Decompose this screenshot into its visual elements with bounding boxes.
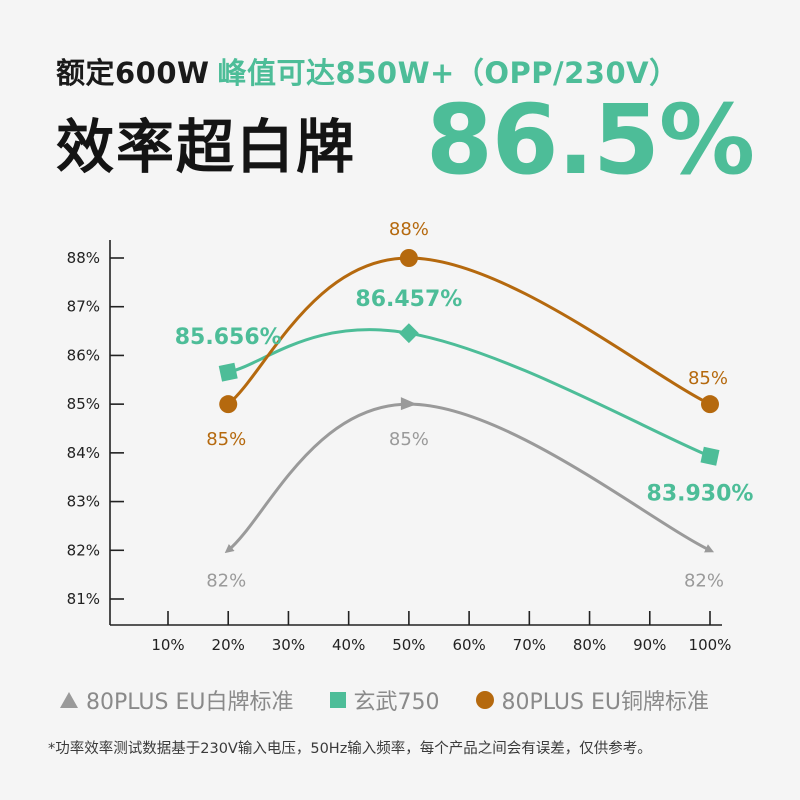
- marker-xuanwu: [398, 323, 419, 344]
- x-tick-label: 20%: [212, 636, 245, 654]
- data-label-bronze: 85%: [206, 429, 246, 450]
- y-tick-label: 88%: [67, 249, 100, 267]
- square-icon: [329, 692, 346, 708]
- legend-item-xuanwu: 玄武750: [329, 684, 440, 716]
- efficiency-highlight: 86.5%: [425, 84, 755, 196]
- y-tick-label: 84%: [67, 444, 100, 462]
- legend-label-xuanwu: 玄武750: [353, 690, 440, 715]
- y-tick-label: 86%: [67, 346, 100, 364]
- marker-xuanwu: [700, 446, 720, 466]
- marker-bronze: [219, 395, 238, 414]
- data-label-white: 85%: [389, 429, 429, 450]
- circle-icon: [475, 691, 494, 709]
- rated-power-text: 额定600W: [56, 56, 210, 90]
- marker-bronze: [701, 395, 719, 414]
- marker-white: [400, 397, 417, 411]
- peak-power-text: 峰值可达850W+（OPP/230V）: [217, 56, 679, 90]
- x-tick-label: 30%: [272, 636, 305, 654]
- x-axis-ticks: 10% 20% 30% 40% 50% 60% 70% 80% 90% 100%: [151, 611, 731, 654]
- marker-xuanwu: [218, 362, 238, 382]
- x-tick-label: 60%: [452, 636, 485, 654]
- y-tick-label: 82%: [67, 541, 100, 559]
- series-line-xuanwu: [227, 328, 711, 458]
- series-layer: [218, 249, 720, 554]
- x-tick-label: 10%: [151, 636, 184, 654]
- data-label-white: 82%: [684, 570, 724, 591]
- x-tick-label: 50%: [392, 636, 425, 654]
- x-tick-label: 100%: [689, 636, 732, 654]
- chart-legend: 80PLUS EU白牌标准 玄武750 80PLUS EU铜牌标准: [60, 684, 780, 716]
- y-tick-label: 81%: [67, 590, 100, 608]
- y-axis-ticks: 81% 82% 83% 84% 85% 86% 87% 88%: [67, 249, 124, 608]
- x-tick-label: 80%: [573, 636, 606, 654]
- footnote: *功率效率测试数据基于230V输入电压，50Hz输入频率，每个产品之间会有误差，…: [48, 741, 652, 757]
- series-line-white: [224, 402, 715, 554]
- page-title: 效率超白牌: [56, 113, 357, 181]
- data-label-xuanwu: 85.656%: [175, 325, 282, 350]
- y-tick-label: 83%: [67, 493, 100, 511]
- efficiency-chart: 81% 82% 83% 84% 85% 86% 87% 88% 10% 20% 30% 40% 50%…: [67, 219, 754, 654]
- headline: 额定600W 峰值可达850W+（OPP/230V）: [56, 50, 679, 92]
- legend-label-white: 80PLUS EU白牌标准: [86, 690, 294, 715]
- legend-item-bronze: 80PLUS EU铜牌标准: [475, 684, 710, 716]
- data-label-xuanwu: 83.930%: [647, 481, 754, 506]
- y-tick-label: 85%: [67, 395, 100, 413]
- data-labels: 82% 85% 82% 85.656% 86.457% 83.930% 85% 88% 85%: [175, 219, 754, 591]
- data-label-xuanwu: 86.457%: [355, 287, 462, 312]
- x-tick-label: 40%: [332, 636, 365, 654]
- series-line-bronze: [227, 256, 711, 406]
- triangle-icon: [60, 692, 78, 708]
- marker-bronze: [399, 249, 418, 267]
- data-label-bronze: 88%: [389, 219, 429, 240]
- legend-item-white: 80PLUS EU白牌标准: [60, 684, 294, 716]
- data-label-white: 82%: [206, 570, 246, 591]
- chart-axes: [109, 240, 722, 626]
- data-label-bronze: 85%: [688, 368, 728, 389]
- legend-label-bronze: 80PLUS EU铜牌标准: [501, 690, 710, 715]
- x-tick-label: 70%: [513, 636, 546, 654]
- x-tick-label: 90%: [633, 636, 666, 654]
- y-tick-label: 87%: [67, 298, 100, 316]
